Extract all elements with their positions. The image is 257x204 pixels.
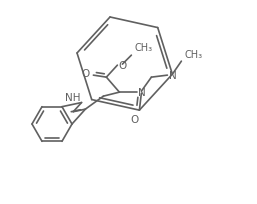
Text: O: O [118,61,127,71]
Text: CH₃: CH₃ [184,50,203,60]
Text: N: N [169,71,177,81]
Text: O: O [81,69,89,79]
Text: N: N [138,88,146,98]
Text: O: O [130,115,139,124]
Text: CH₃: CH₃ [134,43,152,53]
Text: NH: NH [65,92,80,102]
